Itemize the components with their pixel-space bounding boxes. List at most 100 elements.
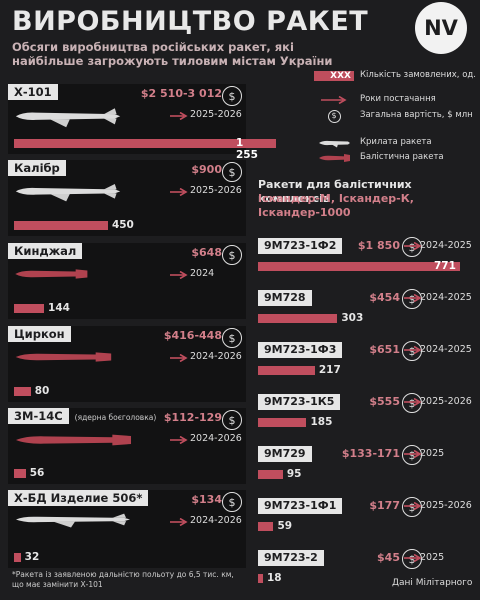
dollar-coin-icon: $ bbox=[402, 497, 422, 517]
nv-logo: NV bbox=[415, 2, 467, 54]
ballistic-item-quantity-bar bbox=[258, 574, 263, 583]
legend-ballistic: Балістична ракета bbox=[314, 152, 478, 164]
cruise-item-name-text: Циркон bbox=[14, 327, 65, 341]
ballistic-item-cost: $555 bbox=[369, 395, 400, 408]
ballistic-item-name: 9М728 bbox=[258, 290, 312, 306]
dollar-coin-icon: $ bbox=[402, 393, 422, 413]
ballistic-item-name: 9М723-1К5 bbox=[258, 394, 341, 410]
cruise-item-quantity-bar bbox=[14, 304, 45, 313]
cruise-item-panel: 3М-14С (ядерна боєголовка) $112-129 $2024-2… bbox=[8, 408, 246, 484]
arrow-right-icon bbox=[404, 398, 422, 406]
cruise-item-name: Кинджал bbox=[8, 243, 83, 259]
arrow-right-icon bbox=[404, 242, 422, 250]
cruise-item-quantity-bar bbox=[14, 387, 31, 396]
legend-quantity: XXX Кількість замовлених, од. bbox=[314, 70, 478, 82]
ballistic-item-quantity: 59 bbox=[277, 520, 293, 532]
cruise-item-panel: Кинджал $648 $2024 144 bbox=[8, 243, 246, 319]
cruise-item-years: 2024-2026 bbox=[190, 433, 242, 444]
dollar-coin-icon: $ bbox=[327, 109, 341, 123]
cruise-item-years: 2025-2026 bbox=[190, 185, 242, 196]
source-credit: Дані Мілітарного bbox=[392, 578, 473, 588]
arrow-right-icon bbox=[170, 436, 188, 444]
dollar-coin-icon: $ bbox=[222, 328, 242, 348]
cruise-item-panel: Циркон $416-448 $2024-2026 80 bbox=[8, 326, 246, 402]
ballistic-section-systems: Іскандер-М, Іскандер-К, Іскандер-1000 bbox=[258, 192, 414, 219]
arrow-right-icon bbox=[404, 450, 422, 458]
ballistic-item-years: 2025-2026 bbox=[420, 500, 472, 511]
cruise-item-name: Калібр bbox=[8, 160, 66, 176]
dollar-coin-icon: $ bbox=[222, 162, 242, 182]
arrow-right-icon bbox=[170, 271, 188, 279]
cruise-item-quantity: 144 bbox=[48, 302, 70, 314]
cruise-item-quantity: 32 bbox=[24, 551, 40, 563]
dollar-coin-icon: $ bbox=[402, 341, 422, 361]
ballistic-item-name: 9М729 bbox=[258, 446, 312, 462]
cruise-item-quantity-bar bbox=[14, 221, 108, 230]
cruise-item-name-text: Калібр bbox=[14, 161, 60, 175]
legend-cruise-label: Крилата ракета bbox=[360, 137, 432, 147]
dollar-coin-icon: $ bbox=[222, 86, 242, 106]
ballistic-item-quantity: 18 bbox=[267, 572, 282, 584]
cruise-item-name-text: Х-101 bbox=[14, 85, 52, 99]
dollar-coin-icon: $ bbox=[402, 445, 422, 465]
ballistic-item-years: 2024-2025 bbox=[420, 292, 472, 303]
cruise-item-panel: Калібр $900 $2025-2026 450 bbox=[8, 160, 246, 236]
ballistic-item-years: 2024-2025 bbox=[420, 240, 472, 251]
dollar-coin-icon: $ bbox=[402, 289, 422, 309]
ballistic-item-quantity-bar bbox=[258, 470, 283, 479]
ballistic-missile-icon bbox=[15, 269, 88, 279]
cruise-item-panel: Х-БД Изделие 506* $134 $2024-2026 32 bbox=[8, 490, 246, 568]
cruise-item-note: (ядерна боєголовка) bbox=[74, 413, 157, 422]
ballistic-item-quantity-bar bbox=[258, 262, 460, 271]
ballistic-section-heading: Ракети для балістичних комплексів bbox=[258, 178, 412, 205]
ballistic-item-cost: $133-171 bbox=[341, 447, 400, 460]
ballistic-item-quantity-bar bbox=[258, 522, 274, 531]
cruise-item-panel: Х-101 $2 510-3 012 $2025-2026 1 255 bbox=[8, 84, 276, 161]
ballistic-item-name: 9М723-1Ф1 bbox=[258, 498, 343, 514]
cruise-missile-icon bbox=[15, 108, 121, 128]
legend-ballistic-label: Балістична ракета bbox=[360, 152, 444, 162]
cruise-item-years: 2025-2026 bbox=[190, 109, 242, 120]
cruise-item-name: Циркон bbox=[8, 326, 71, 342]
legend-quantity-swatch: XXX bbox=[314, 71, 354, 81]
cruise-item-cost: $134 bbox=[191, 493, 222, 506]
arrow-right-icon bbox=[404, 502, 422, 510]
ballistic-item-years: 2025 bbox=[420, 552, 445, 563]
legend-quantity-label: Кількість замовлених, од. bbox=[360, 70, 476, 80]
ballistic-item-cost: $1 850 bbox=[357, 239, 400, 252]
dollar-coin-icon: $ bbox=[222, 245, 242, 265]
cruise-item-name: 3М-14С (ядерна боєголовка) bbox=[8, 408, 162, 426]
ballistic-item-years: 2024-2025 bbox=[420, 344, 472, 355]
dollar-coin-icon: $ bbox=[222, 492, 242, 512]
cruise-item-name: Х-БД Изделие 506* bbox=[8, 490, 149, 506]
ballistic-missile-icon bbox=[319, 154, 350, 162]
ballistic-item-quantity: 303 bbox=[341, 312, 364, 324]
arrow-right-icon bbox=[170, 518, 188, 526]
ballistic-missile-icon bbox=[15, 434, 132, 446]
cruise-item-name-text: Кинджал bbox=[14, 244, 77, 258]
ballistic-item-quantity: 771 bbox=[434, 260, 456, 272]
ballistic-missile-icon bbox=[15, 352, 112, 362]
dollar-coin-icon: $ bbox=[402, 549, 422, 569]
cruise-item-cost: $2 510-3 012 bbox=[140, 87, 222, 100]
cruise-missile-icon bbox=[319, 140, 350, 148]
cruise-item-quantity: 450 bbox=[111, 219, 134, 231]
legend-cost: $ Загальна вартість, $ млн bbox=[314, 109, 478, 123]
cruise-item-cost: $900 bbox=[191, 163, 222, 176]
arrow-right-icon bbox=[170, 188, 188, 196]
cruise-item-name: Х-101 bbox=[8, 84, 58, 100]
ballistic-item-cost: $177 bbox=[369, 499, 400, 512]
cruise-item-name-text: 3М-14С bbox=[8, 408, 69, 424]
cruise-item-quantity: 56 bbox=[29, 467, 45, 479]
ballistic-item-name: 9М723-1Ф3 bbox=[258, 342, 343, 358]
cruise-item-years: 2024-2026 bbox=[190, 351, 242, 362]
arrow-right-icon bbox=[404, 554, 422, 562]
legend-cruise: Крилата ракета bbox=[314, 137, 478, 149]
cruise-item-years: 2024-2026 bbox=[190, 515, 242, 526]
dollar-coin-icon: $ bbox=[402, 237, 422, 257]
cruise-item-quantity-bar bbox=[14, 469, 26, 478]
page-subtitle: Обсяги виробництва російських ракет, які… bbox=[12, 40, 333, 68]
ballistic-item-cost: $454 bbox=[369, 291, 400, 304]
cruise-item-name-text: Х-БД Изделие 506* bbox=[14, 491, 143, 505]
arrow-right-icon bbox=[404, 294, 422, 302]
